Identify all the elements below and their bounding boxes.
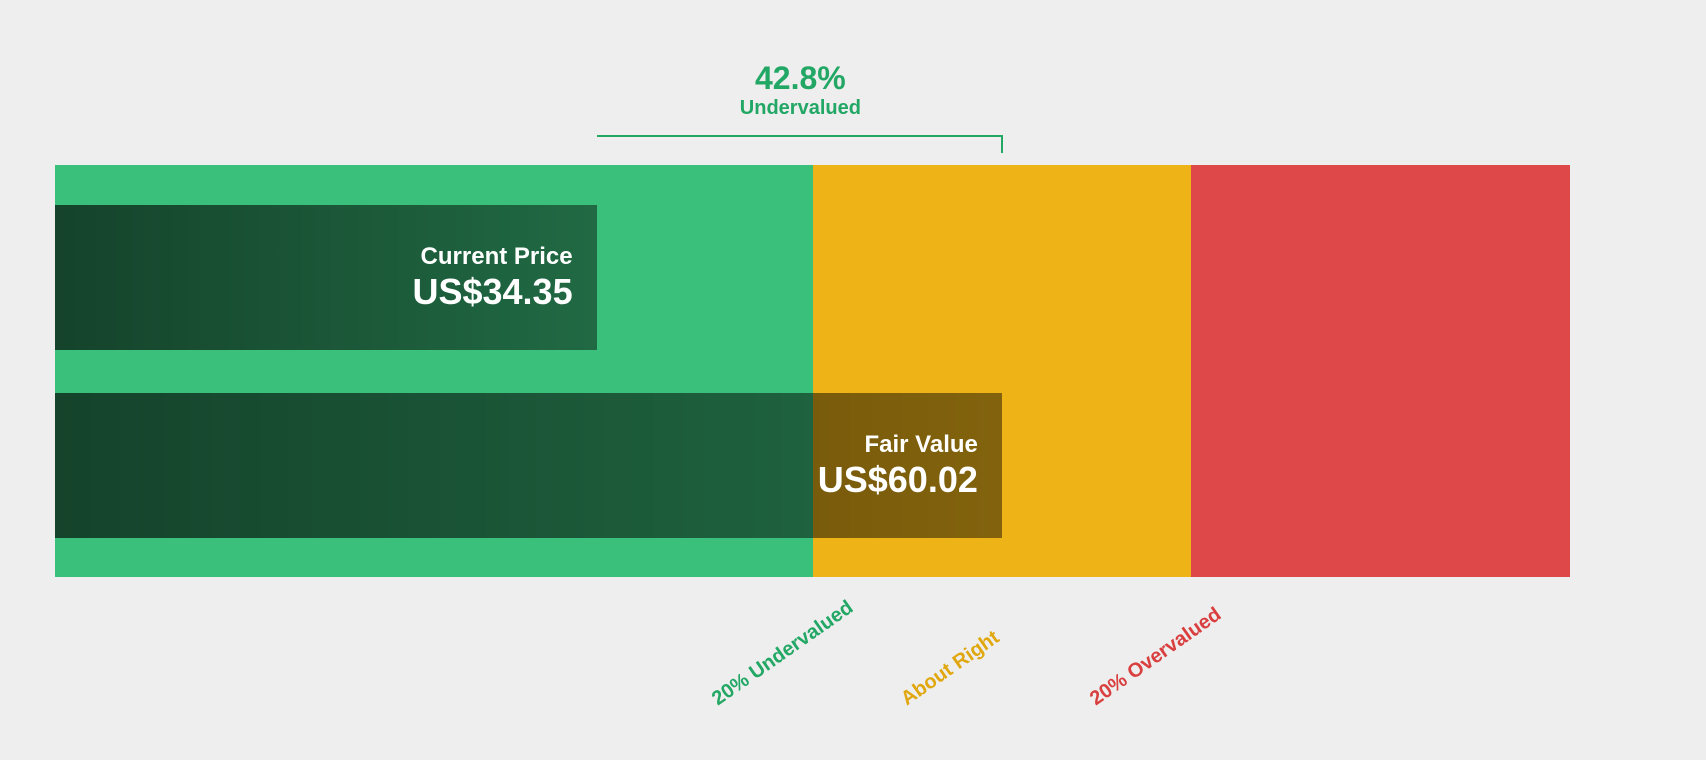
current-price-value: US$34.35 <box>412 271 572 313</box>
fair-value-value: US$60.02 <box>818 459 978 501</box>
valuation-chart: 42.8% Undervalued Current Price US$34.35… <box>0 0 1706 760</box>
axis-label-1: About Right <box>897 626 1004 710</box>
undervalued-percent: 42.8% <box>740 60 861 97</box>
fair-value-label: Fair Value <box>864 431 977 459</box>
current-price-bar: Current Price US$34.35 <box>55 205 597 350</box>
zone-overvalued <box>1191 165 1570 577</box>
undervalued-subtitle: Undervalued <box>740 97 861 120</box>
axis-label-2: 20% Overvalued <box>1086 603 1226 710</box>
fair-value-bar: Fair Value US$60.02 <box>55 393 1002 538</box>
bracket-tick-right <box>1001 135 1003 153</box>
axis-label-0: 20% Undervalued <box>708 596 858 710</box>
bracket-line <box>597 135 1002 137</box>
valuation-header: 42.8% Undervalued <box>740 60 861 120</box>
current-price-label: Current Price <box>421 243 573 271</box>
